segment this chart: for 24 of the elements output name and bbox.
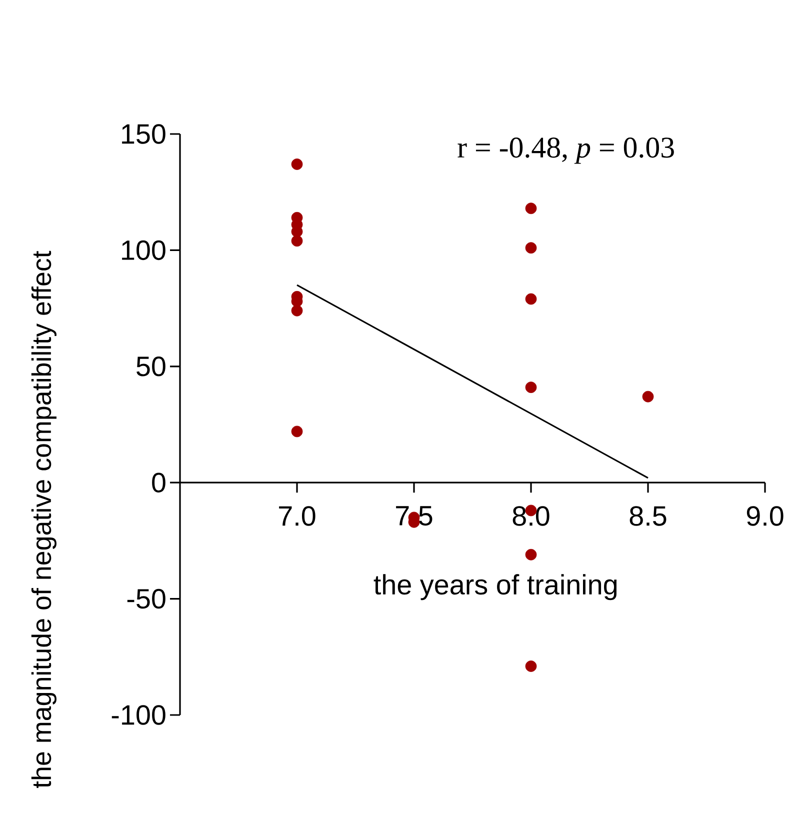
x-tick-label: 8.5 [630, 506, 666, 526]
point [525, 382, 537, 394]
y-axis-title: the magnitude of negative compatibility effect [31, 250, 56, 788]
point [525, 660, 537, 672]
y-tick-label: 0 [152, 472, 166, 492]
point [525, 293, 537, 305]
y-tick-label: -100 [112, 705, 166, 725]
annotation: r = -0.48, p = 0.03 [458, 138, 674, 164]
x-tick-label: 7.0 [279, 506, 316, 526]
point [291, 158, 303, 170]
point [525, 242, 537, 254]
point [642, 390, 654, 402]
y-tick-label: -50 [127, 588, 166, 609]
x-axis-title: the years of training [374, 574, 617, 600]
y-tick-label: 100 [122, 240, 166, 260]
x-tick-label: 8.0 [512, 506, 550, 526]
point [525, 202, 537, 214]
x-tick-label: 9.0 [746, 506, 784, 526]
point [525, 548, 537, 560]
y-tick-label: 50 [136, 356, 166, 376]
point [291, 304, 303, 316]
point [291, 235, 303, 247]
y-tick-label: 150 [122, 124, 166, 144]
point [291, 426, 303, 438]
